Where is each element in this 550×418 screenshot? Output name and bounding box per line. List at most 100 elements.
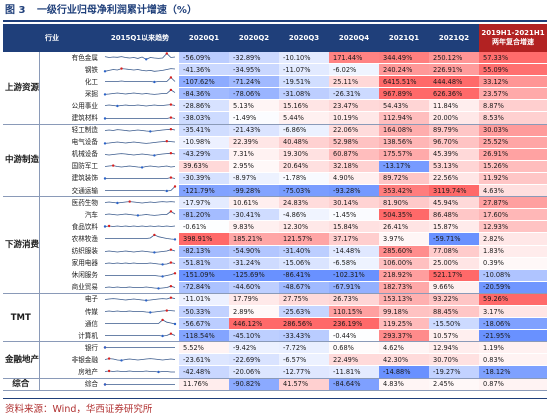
value-cell: 4.83% [379,378,429,391]
table-row: 传媒 -50.33% 2.89% -25.63% 110.15% 99.18% 88.45%… [3,305,547,319]
value-cell: 26.91% [479,148,547,161]
value-cell: 2.82% [479,232,547,246]
value-cell: 15.26% [479,160,547,173]
trend-sparkline [101,257,179,270]
value-cell: -90.82% [229,378,279,391]
trend-marker [173,322,177,326]
trend-sparkline [101,184,179,198]
trend-line [104,358,176,362]
trend-marker [153,234,156,237]
value-cell: -107.62% [179,75,229,89]
value-cell: -82.13% [179,245,229,258]
group-label: 上游资源 [3,52,40,125]
value-cell: 25.11% [329,75,379,89]
value-cell: 19.30% [279,148,329,161]
value-cell: -48.67% [279,281,329,294]
value-cell: -75.03% [279,184,329,198]
value-cell: -10.98% [179,136,229,149]
value-cell: 15.84% [329,220,379,234]
trend-marker [103,225,107,229]
industry-name: 农林牧渔 [39,232,101,246]
value-cell: 967.89% [379,87,429,101]
industry-name: 机械设备 [39,148,101,161]
trend-line [105,234,176,241]
value-cell: 12.30% [279,220,329,234]
value-cell: 112.94% [379,111,429,125]
value-cell: -15.06% [279,257,329,270]
value-cell: 3119.74% [429,184,479,198]
value-cell: 25.52% [479,136,547,149]
value-cell: 240.24% [379,63,429,77]
value-cell: 42.30% [379,353,429,367]
value-cell: 7.31% [229,148,279,161]
value-cell: 26.73% [329,293,379,306]
value-cell: -19.51% [279,75,329,89]
trend-marker [165,139,168,143]
trend-sparkline [101,87,179,101]
value-cell: -78.06% [229,87,279,101]
value-cell: 286.56% [279,317,329,331]
industry-name: 建筑材料 [39,111,101,125]
value-cell: -59.71% [429,232,479,246]
group-label: 金融地产 [3,341,40,379]
table-row: 通信 -56.67% 446.12% 286.56% 236.19% 119.25% -15… [3,317,547,331]
figure-number: 图 3 [5,5,26,16]
value-cell: 0.39% [479,257,547,270]
table-row: 金融地产 银行 5.52% -9.42% -7.72% 0.68% 4.62% 12.94% 1… [3,341,547,379]
value-cell: -15.50% [429,317,479,331]
trend-sparkline [101,52,179,65]
value-cell: 153.13% [379,293,429,306]
value-cell: -0.61% [179,220,229,234]
value-cell: 93.22% [429,293,479,306]
value-cell: 504.35% [379,208,429,222]
table-row: 采掘 -84.36% -78.06% -31.08% -26.31% 967.89% 626… [3,87,547,101]
value-cell: -13.17% [379,160,429,173]
table-row: 钢铁 -41.36% -34.95% -11.07% -6.02% 240.24% 226.… [3,63,547,77]
value-cell: 218.92% [379,269,429,282]
value-cell: -6.58% [329,257,379,270]
value-cell: 25.00% [429,257,479,270]
group-label: TMT [3,293,40,343]
value-cell: -54.90% [229,245,279,258]
industry-name: 计算机 [39,329,101,343]
trend-marker [149,129,152,133]
table-row: 非银金融 -23.61% -22.69% -6.57% 22.49% 42.30% 30.7… [3,353,547,367]
trend-marker [103,141,107,145]
trend-marker [103,382,107,386]
value-cell: 39.63% [179,160,229,173]
figure-title: 图 3 一级行业归母净利润累计增速（%） [5,2,197,20]
value-cell: -26.31% [329,87,379,101]
value-cell: 20.00% [429,111,479,125]
trend-sparkline [101,245,179,258]
value-cell: -30.41% [229,208,279,222]
value-cell: -81.20% [179,208,229,222]
trend-sparkline [101,365,179,379]
industry-name: 国防军工 [39,160,101,173]
value-cell: 344.49% [379,52,429,65]
value-cell: 17.79% [229,293,279,306]
trend-sparkline [101,196,179,210]
trend-marker [165,309,168,312]
table-row: 计算机 -118.54% -45.10% -33.43% -0.44% 293.37% 10… [3,329,547,343]
value-cell: 60.87% [329,148,379,161]
trend-marker [107,225,111,228]
value-cell: -32.89% [229,52,279,65]
industry-name: 化工 [39,75,101,89]
trend-marker [169,248,173,251]
table-row: 休闲服务 -151.09% -125.69% -86.41% -102.31% 218.9… [3,269,547,282]
value-cell: 121.57% [279,232,329,246]
table-row: 化工 -107.62% -71.24% -19.51% 25.11% 6415.51% 44… [3,75,547,89]
trend-sparkline [101,172,179,186]
value-cell: 1.83% [479,245,547,258]
industry-name: 钢铁 [39,63,101,77]
value-cell: -4.86% [279,208,329,222]
trend-marker [169,89,173,92]
value-cell: 40.48% [279,136,329,149]
value-cell: 250.12% [429,52,479,65]
value-cell: -1.78% [279,172,329,186]
value-cell: -42.48% [179,365,229,379]
value-cell: 41.57% [279,378,329,391]
trend-line [104,261,176,265]
trend-marker [173,271,177,275]
trend-line [104,89,176,96]
